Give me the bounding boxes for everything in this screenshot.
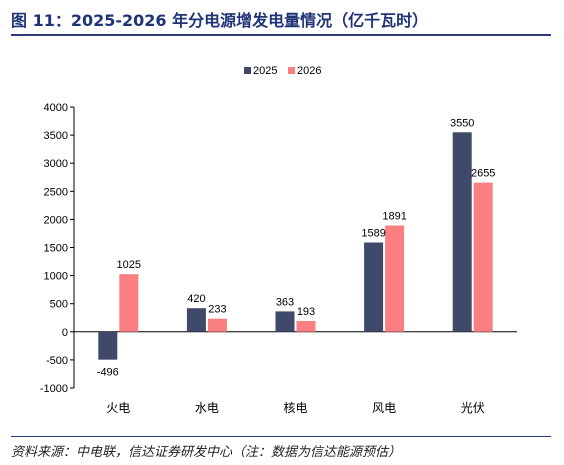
source-bar: 资料来源：中电联，信达证券研发中心（注：数据为信达能源预估） [11,436,551,463]
data-labels-group: -496 420 363 1589 3550 1025 233 193 1891 2655 [97,117,496,378]
bar-2025 [186,308,206,332]
data-label: 420 [187,293,205,305]
bar-2026 [296,320,316,332]
legend-swatch [244,67,251,74]
y-tick-label: 500 [50,299,68,311]
y-tick-label: -500 [46,355,68,367]
bar-2025 [275,311,295,332]
data-label: -496 [97,367,119,379]
title-bar: 图 11：2025-2026 年分电源增发电量情况（亿千瓦时） [11,2,551,36]
y-tick-label: 3500 [44,130,68,142]
data-label: 363 [276,296,294,308]
bar-2026 [119,274,139,332]
y-tick-label: 1000 [44,271,68,283]
page-title: 图 11：2025-2026 年分电源增发电量情况（亿千瓦时） [11,11,429,30]
y-tick-label: 3000 [44,158,68,170]
x-category-label: 火电 [106,401,130,415]
bar-2026 [473,182,493,332]
y-tick-label: 2500 [44,186,68,198]
data-label: 233 [208,304,226,316]
chart-legend: 2025 2026 [244,65,321,77]
x-axis: 火电 水电 核电 风电 光伏 [74,331,517,415]
x-category-label: 光伏 [461,401,485,415]
y-tick-label: 4000 [44,102,68,114]
x-category-label: 水电 [195,401,219,415]
legend-label: 2026 [297,65,321,77]
legend-label: 2025 [253,65,277,77]
data-label: 3550 [450,117,474,129]
bar-2026 [207,318,227,332]
data-label: 193 [297,306,315,318]
y-tick-label: 2000 [44,214,68,226]
x-category-label: 核电 [283,401,307,415]
bar-2025 [98,331,118,360]
bar-2025 [452,132,472,332]
y-tick-label: -1000 [40,383,68,395]
data-label: 1891 [382,211,406,223]
y-tick-label: 1500 [44,243,68,255]
data-label: 1589 [361,227,385,239]
bar-2025 [364,242,384,332]
source-note: 资料来源：中电联，信达证券研发中心（注：数据为信达能源预估） [11,445,402,460]
data-label: 1025 [117,259,141,271]
bar-2026 [385,225,405,332]
y-axis: -1000 -500 0 500 1000 1500 2000 2500 3000 3500 400… [40,102,75,395]
y-tick-label: 0 [62,327,68,339]
x-category-label: 风电 [372,401,396,415]
bars-group [98,132,493,360]
legend-swatch [288,67,295,74]
data-label: 2655 [471,168,495,180]
